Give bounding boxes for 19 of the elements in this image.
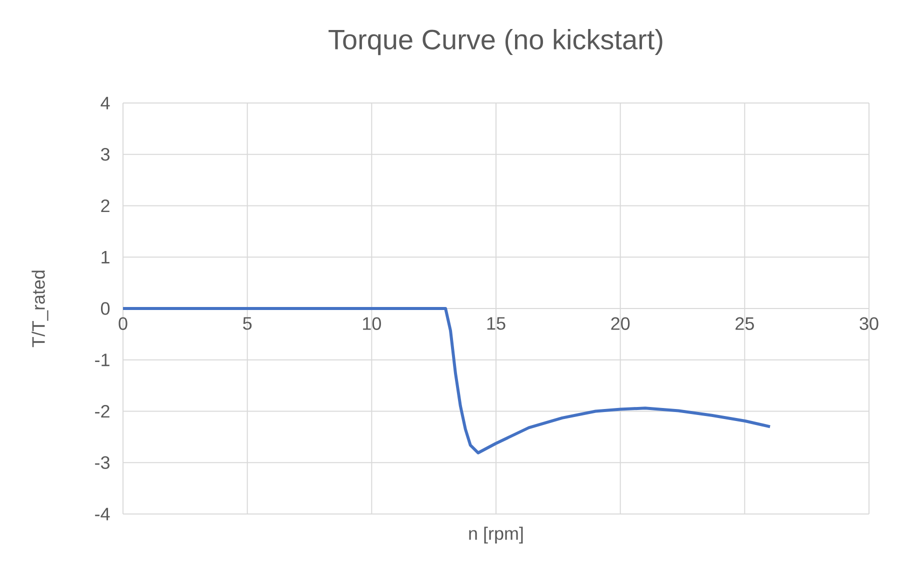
- x-tick-label: 0: [118, 317, 128, 330]
- x-axis-title: n [rpm]: [469, 526, 523, 544]
- x-tick-label: 20: [611, 317, 630, 330]
- x-tick-label: 5: [243, 317, 252, 330]
- y-tick-label: 4: [100, 96, 110, 110]
- y-tick-label: 0: [100, 302, 110, 315]
- x-tick-label: 15: [487, 317, 506, 330]
- y-tick-label: 1: [102, 250, 110, 264]
- y-tick-label: -3: [95, 456, 110, 469]
- chart-title: Torque Curve (no kickstart): [328, 28, 662, 56]
- y-tick-label: -2: [95, 404, 110, 418]
- y-tick-label: -1: [95, 354, 110, 366]
- y-tick-label: -4: [95, 508, 110, 520]
- y-tick-label: 2: [101, 199, 110, 212]
- x-tick-label: 30: [860, 317, 878, 330]
- y-tick-label: 3: [100, 148, 110, 161]
- x-tick-label: 10: [363, 317, 381, 330]
- y-axis-title: T/T_rated: [32, 270, 48, 348]
- x-tick-label: 25: [736, 317, 754, 330]
